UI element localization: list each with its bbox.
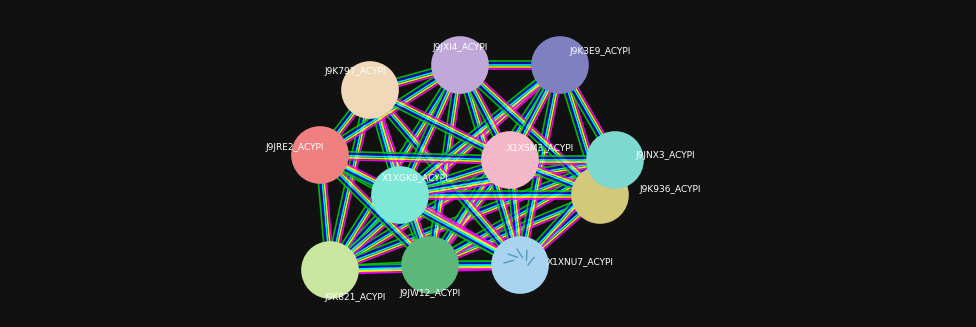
Text: J9JW12_ACYPI: J9JW12_ACYPI (399, 288, 461, 298)
Text: J9K3E9_ACYPI: J9K3E9_ACYPI (569, 47, 630, 57)
Circle shape (492, 237, 548, 293)
Text: X1XSM3_ACYPI: X1XSM3_ACYPI (507, 144, 574, 152)
Circle shape (572, 167, 628, 223)
Text: X1XNU7_ACYPI: X1XNU7_ACYPI (547, 257, 614, 267)
Text: J9JXI4_ACYPI: J9JXI4_ACYPI (432, 43, 488, 51)
Text: J9K821_ACYPI: J9K821_ACYPI (324, 294, 386, 302)
Text: J9JRE2_ACYPI: J9JRE2_ACYPI (265, 144, 324, 152)
Circle shape (342, 62, 398, 118)
Circle shape (302, 242, 358, 298)
Circle shape (532, 37, 588, 93)
Circle shape (432, 37, 488, 93)
Text: J9K936_ACYPI: J9K936_ACYPI (639, 185, 701, 195)
Circle shape (402, 237, 458, 293)
Circle shape (482, 132, 538, 188)
Circle shape (292, 127, 348, 183)
Text: J9JNX3_ACYPI: J9JNX3_ACYPI (635, 150, 695, 160)
Circle shape (587, 132, 643, 188)
Text: X1XGK8_ACYPI: X1XGK8_ACYPI (382, 174, 448, 182)
Circle shape (372, 167, 428, 223)
Text: J9K797_ACYPI: J9K797_ACYPI (324, 67, 386, 77)
